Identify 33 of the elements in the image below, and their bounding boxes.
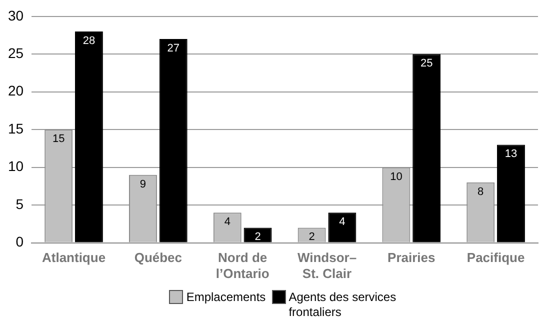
bar [244,228,272,242]
y-tick-label: 10 [8,158,24,174]
data-label: 8 [478,186,484,198]
data-label: 10 [390,170,402,183]
bar [412,54,441,242]
data-label: 15 [52,133,65,146]
x-tick-label: Québec [134,250,182,266]
y-tick-label: 25 [8,44,24,61]
bar [74,31,103,242]
y-tick-label: 5 [16,196,24,212]
y-tick-label: 0 [16,234,24,250]
data-label: 27 [167,42,180,55]
legend-label: Agents des services frontaliers [288,290,398,320]
x-tick-label: Prairies [388,250,436,266]
data-label: 28 [82,35,96,48]
bar [328,212,356,242]
data-label: 4 [224,216,230,228]
data-label: 25 [420,58,433,70]
legend-label: Emplacements [186,290,266,305]
x-tick-label: Pacifique [466,250,525,266]
x-tick-label: Atlantique [42,250,106,266]
bar [497,144,525,242]
y-tick-label: 30 [8,7,24,24]
data-label: 13 [504,148,518,160]
data-label: 4 [339,216,346,228]
y-tick-label: 15 [8,120,24,136]
data-label: 9 [140,178,146,190]
x-tick-label: Windsor–St. Clair [297,250,357,281]
y-tick-label: 20 [8,82,24,99]
x-tick-label: Nord de l’Ontario [216,250,270,281]
data-label: 2 [254,231,261,244]
bar [159,39,188,242]
data-label: 2 [308,231,315,244]
